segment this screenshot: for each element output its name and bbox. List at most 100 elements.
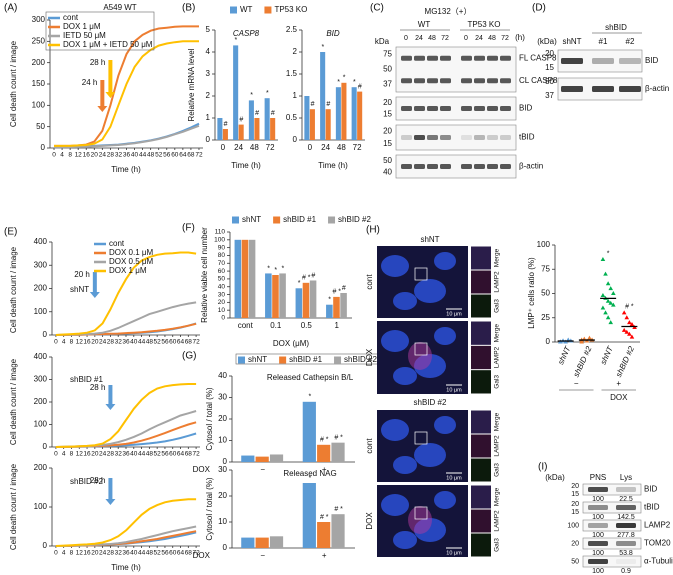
bar <box>333 296 340 318</box>
blot-band <box>427 135 438 140</box>
blot-band <box>487 78 498 84</box>
lane-label: shNT <box>562 37 581 46</box>
x-tick-label: 1 <box>335 321 340 330</box>
bar <box>241 239 249 318</box>
blot-band <box>592 86 614 92</box>
x-tick-label: 52 <box>154 339 162 346</box>
y-axis-title: Cell death count / image <box>9 40 18 127</box>
data-point <box>608 320 614 325</box>
x-tick-label: 28 <box>107 339 115 346</box>
y-tick-label: 100 <box>537 240 551 249</box>
bar <box>335 87 341 140</box>
bar <box>302 282 310 318</box>
data-point <box>611 302 616 307</box>
blot-band <box>440 55 451 61</box>
data-point <box>627 320 632 325</box>
image-row-label: DOX <box>365 348 374 366</box>
bar <box>222 129 228 140</box>
legend-swatch <box>230 6 237 14</box>
blot-group: shBID <box>605 23 627 32</box>
x-tick-label: 28 <box>107 451 115 458</box>
bar <box>326 304 333 318</box>
y-tick-label: 40 <box>218 371 227 380</box>
bar <box>302 483 316 548</box>
significance-mark: # <box>326 101 330 108</box>
blot-band <box>474 135 485 140</box>
x-tick-label: 4 <box>62 550 66 557</box>
bar <box>317 444 331 462</box>
y-tick-label: 4 <box>206 47 211 56</box>
quant-label: 53.8 <box>619 550 633 557</box>
channel-inset <box>471 485 491 509</box>
bar <box>341 82 347 140</box>
bar <box>357 91 363 140</box>
x-tick-label: 32 <box>115 550 123 557</box>
x-tick-label: 36 <box>123 152 131 159</box>
y-tick-label: 30 <box>218 465 227 474</box>
significance-mark: * <box>298 280 301 287</box>
y-tick-label: 150 <box>32 79 46 88</box>
lane-label: 0 <box>404 35 408 42</box>
x-tick-label: 44 <box>138 339 146 346</box>
y-tick-label: 100 <box>34 420 48 429</box>
blot-band <box>474 55 485 61</box>
blot-band <box>461 78 472 84</box>
kda-label: 15 <box>571 491 579 498</box>
x-tick-label: 56 <box>161 451 169 458</box>
x-tick-label: + <box>322 465 327 474</box>
blot-label: BID <box>644 485 658 494</box>
annotation: 28 h <box>90 383 106 392</box>
x-tick-label: − <box>260 551 265 560</box>
data-point <box>579 339 584 344</box>
lane-label: 24 <box>475 35 483 42</box>
kda-label: 20 <box>545 49 554 58</box>
significance-mark: * <box>274 267 277 274</box>
lane-label: #2 <box>626 37 635 46</box>
channel-label: LAMP2 <box>494 346 501 368</box>
row-label: DOX <box>193 465 211 474</box>
blot-label: BID <box>645 56 659 65</box>
y-tick-label: 0 <box>41 143 46 152</box>
data-point <box>624 329 630 334</box>
x-tick-label: 40 <box>130 339 138 346</box>
data-point <box>621 310 627 315</box>
y-tick-label: 100 <box>34 502 48 511</box>
blot-label: TOM20 <box>644 539 671 548</box>
data-point <box>600 292 606 297</box>
x-tick-label: 12 <box>76 339 84 346</box>
x-tick-label: 60 <box>169 451 177 458</box>
y-axis-title: Cytosol / total (%) <box>205 387 214 450</box>
legend-label: DOX 1 μM <box>63 22 101 31</box>
blot-band <box>500 106 511 111</box>
y-tick-label: 0 <box>223 543 228 552</box>
bar <box>255 537 269 548</box>
bar <box>309 109 315 140</box>
x-tick-label: 36 <box>122 550 130 557</box>
significance-mark: * <box>309 394 312 401</box>
significance-mark: * <box>337 79 340 86</box>
x-tick-label: 44 <box>138 550 146 557</box>
x-tick-label: 4 <box>62 451 66 458</box>
significance-mark: # * <box>332 289 341 296</box>
y-tick-label: 80 <box>218 252 226 259</box>
scale-label: 10 μm <box>446 311 462 317</box>
y-tick-label: 300 <box>32 15 46 24</box>
blot-band <box>588 505 608 510</box>
blot-band <box>588 487 608 492</box>
y-tick-label: 1 <box>206 113 211 122</box>
bar <box>317 522 331 548</box>
image-row-label: cont <box>365 438 374 454</box>
channel-label: Gal3 <box>494 463 501 477</box>
legend-swatch <box>238 356 245 364</box>
y-tick-label: 300 <box>34 375 48 384</box>
x-tick-label: 24 <box>99 152 107 159</box>
line-series <box>55 301 197 336</box>
x-axis-title: Time (h) <box>318 161 348 170</box>
quant-label: 100 <box>592 532 604 539</box>
x-tick-label: shBID #2 <box>614 344 636 378</box>
x-tick-label: 24 <box>99 339 107 346</box>
x-tick-label: 0 <box>52 152 56 159</box>
channel-inset <box>471 345 491 370</box>
x-tick-label: 64 <box>177 339 185 346</box>
